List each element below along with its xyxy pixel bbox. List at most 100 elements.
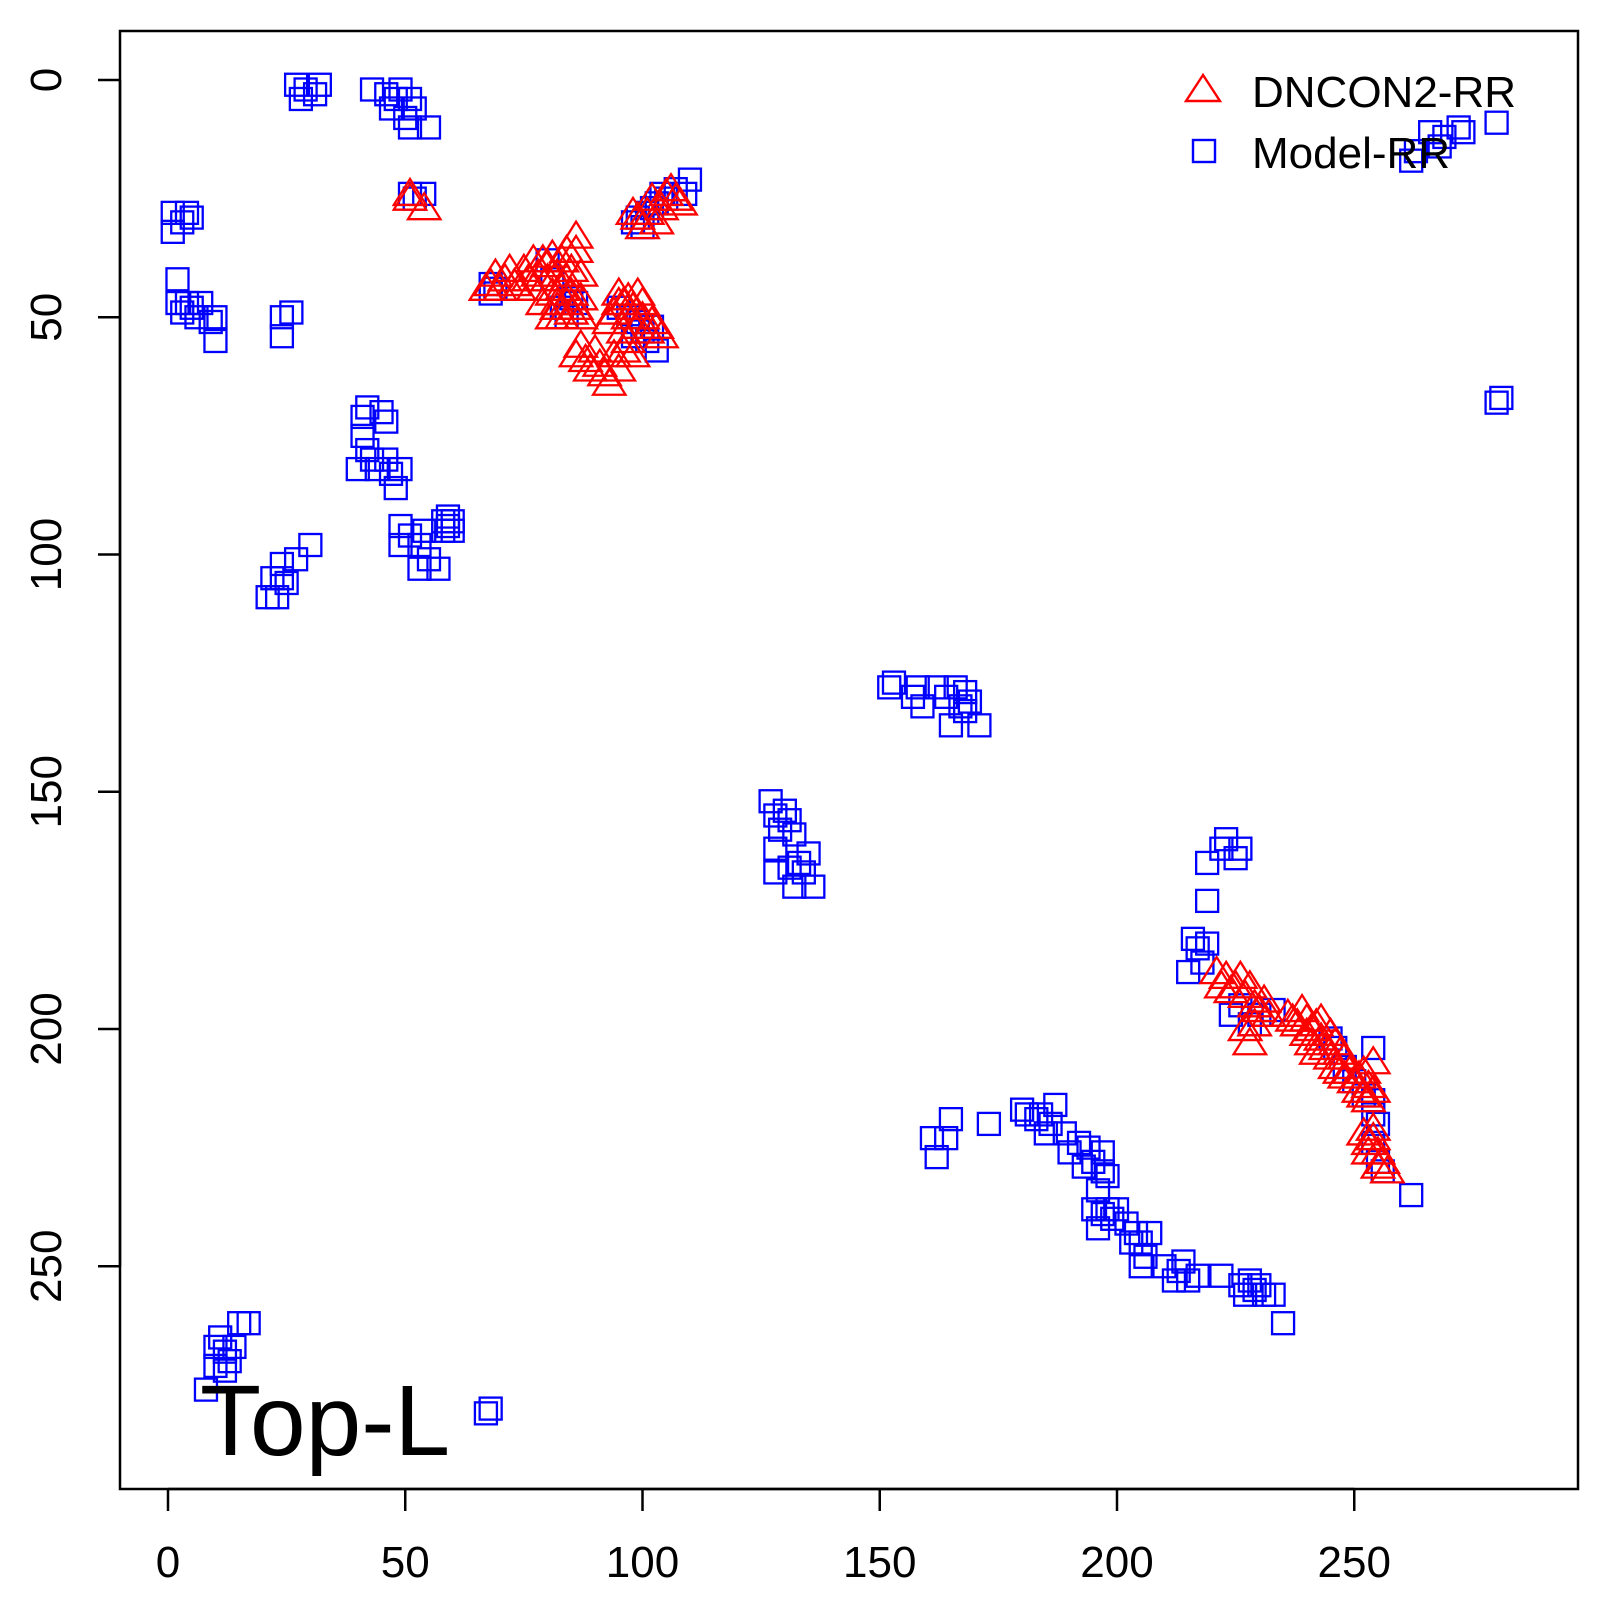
- model-rr-point: [1213, 827, 1239, 852]
- model-rr-point: [203, 1353, 228, 1379]
- model-rr-point: [763, 860, 788, 885]
- model-rr-point: [193, 1377, 219, 1402]
- model-rr-point: [1038, 1111, 1063, 1137]
- model-rr-point: [1361, 1102, 1386, 1127]
- dncon2-rr-point: [605, 285, 642, 316]
- dncon2-rr-point: [1236, 988, 1273, 1018]
- model-rr-point: [919, 1125, 945, 1151]
- model-rr-point: [1451, 120, 1476, 145]
- model-rr-point: [1185, 1263, 1210, 1288]
- model-rr-point: [383, 86, 408, 112]
- model-rr-point: [412, 518, 437, 543]
- model-rr-point: [758, 789, 783, 814]
- dncon2-rr-point: [557, 233, 595, 264]
- dncon2-rr-point: [1350, 1068, 1387, 1099]
- model-rr-point: [1104, 1197, 1130, 1222]
- model-rr-point: [763, 803, 788, 828]
- dncon2-rr-point: [605, 314, 642, 344]
- model-rr-point: [1489, 385, 1514, 411]
- dncon2-rr-point: [590, 366, 628, 396]
- legend-triangle-icon: [1183, 72, 1223, 103]
- model-rr-point: [772, 798, 797, 823]
- legend-label-dncon2: DNCON2-RR: [1252, 68, 1516, 117]
- model-rr-point: [777, 808, 802, 833]
- model-rr-point: [1028, 1102, 1054, 1127]
- model-rr-point: [478, 1396, 503, 1421]
- model-rr-point: [350, 423, 375, 449]
- annotation-top-l: Top-L: [200, 1365, 450, 1477]
- dncon2-rr-point: [1354, 1121, 1392, 1151]
- y-tick-label: 150: [22, 755, 71, 828]
- model-rr-point: [1432, 124, 1457, 150]
- model-rr-point: [350, 404, 375, 430]
- model-rr-point: [388, 456, 413, 482]
- model-rr-point: [1176, 1268, 1201, 1293]
- dncon2-rr-point: [657, 181, 695, 211]
- model-rr-point: [269, 324, 295, 349]
- dncon2-rr-point: [515, 271, 552, 301]
- model-rr-point: [283, 72, 309, 97]
- dncon2-rr-point: [562, 257, 600, 287]
- model-rr-point: [1138, 1220, 1163, 1246]
- model-rr-point: [345, 456, 370, 482]
- model-rr-point: [953, 698, 978, 724]
- model-rr-point: [1195, 888, 1220, 914]
- model-rr-point: [364, 456, 389, 482]
- model-rr-point: [279, 300, 304, 325]
- model-rr-point: [1185, 936, 1210, 961]
- dncon2-rr-point: [543, 300, 581, 330]
- model-rr-point: [796, 841, 821, 866]
- dncon2-rr-point: [1354, 1111, 1392, 1141]
- dncon2-rr-point: [624, 209, 661, 240]
- dncon2-rr-point: [538, 257, 576, 287]
- model-rr-point: [179, 205, 204, 230]
- model-rr-point: [473, 1401, 499, 1426]
- model-rr-point: [763, 836, 788, 861]
- dncon2-rr-point: [553, 252, 590, 283]
- model-rr-point: [1009, 1097, 1035, 1122]
- model-rr-point: [288, 86, 314, 112]
- model-rr-point: [174, 200, 200, 226]
- model-rr-point: [782, 822, 807, 847]
- model-rr-point: [269, 566, 295, 591]
- model-rr-point: [435, 513, 461, 539]
- model-rr-point: [677, 167, 703, 192]
- model-rr-point: [1081, 1197, 1106, 1222]
- dncon2-rr-point: [662, 186, 699, 216]
- model-rr-point: [777, 855, 802, 880]
- model-rr-point: [1095, 1163, 1120, 1189]
- points-layer: [160, 72, 1514, 1426]
- dncon2-rr-point: [1250, 997, 1288, 1027]
- model-rr-point: [976, 1111, 1002, 1137]
- dncon2-rr-point: [638, 205, 676, 235]
- x-tick-label: 150: [843, 1538, 916, 1587]
- model-rr-point: [165, 267, 190, 292]
- model-rr-point: [1052, 1121, 1077, 1146]
- model-rr-point: [407, 556, 432, 581]
- model-rr-point: [208, 1325, 233, 1350]
- model-rr-point: [1427, 134, 1452, 159]
- dncon2-rr-point: [496, 266, 533, 297]
- model-rr-point: [924, 675, 949, 700]
- model-rr-point: [174, 290, 200, 316]
- model-rr-point: [355, 437, 380, 463]
- model-rr-point: [1152, 1254, 1177, 1279]
- dncon2-rr-point: [643, 319, 680, 349]
- model-rr-point: [953, 679, 978, 705]
- model-rr-point: [222, 1334, 247, 1360]
- dncon2-rr-point: [519, 257, 557, 287]
- dncon2-rr-point: [405, 190, 443, 221]
- model-rr-point: [905, 675, 930, 700]
- model-rr-point: [1100, 1206, 1125, 1231]
- model-rr-point: [388, 77, 413, 102]
- model-rr-point: [1133, 1244, 1158, 1269]
- y-tick-label: 100: [22, 518, 71, 591]
- model-rr-point: [791, 860, 816, 885]
- model-rr-point: [1209, 1263, 1234, 1288]
- model-rr-point: [203, 328, 228, 354]
- dncon2-rr-point: [1350, 1135, 1387, 1165]
- model-rr-point: [801, 874, 826, 899]
- model-rr-point: [881, 670, 907, 695]
- dncon2-rr-point: [1231, 1026, 1269, 1056]
- dncon2-rr-point: [1226, 1011, 1264, 1042]
